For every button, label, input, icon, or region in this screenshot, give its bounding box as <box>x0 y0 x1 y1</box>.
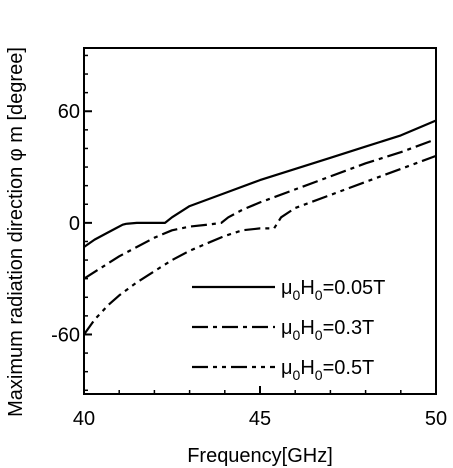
legend-part-sub1: 0 <box>293 327 301 343</box>
legend-part-mu: μ <box>281 357 293 379</box>
legend-part-value: =0.3T <box>323 317 375 339</box>
series-line-2 <box>83 138 437 280</box>
legend-part-h: H <box>300 277 314 299</box>
legend-part-h: H <box>300 317 314 339</box>
legend-part-value: =0.05T <box>323 277 386 299</box>
series-line-3 <box>83 154 437 336</box>
legend-part-sub2: 0 <box>315 327 323 343</box>
y-tick-label: 60 <box>58 101 80 123</box>
legend-part-sub1: 0 <box>293 287 301 303</box>
legend-part-h: H <box>300 357 314 379</box>
legend-part-value: =0.5T <box>323 357 375 379</box>
x-axis-label: Frequency[GHz] <box>187 445 333 467</box>
legend-part-sub2: 0 <box>315 287 323 303</box>
legend-part-mu: μ <box>281 317 293 339</box>
plot-frame <box>83 47 437 395</box>
legend-part-sub2: 0 <box>315 367 323 383</box>
legend-part-mu: μ <box>281 277 293 299</box>
y-tick-label: -60 <box>51 324 80 346</box>
legend-entry-3: μ0H0=0.5T <box>281 357 374 383</box>
legend-part-sub1: 0 <box>293 367 301 383</box>
legend-entry-2: μ0H0=0.3T <box>281 317 374 343</box>
x-tick-label: 40 <box>73 408 95 430</box>
y-axis-label: Maximum radiation direction φ m [degree] <box>5 47 27 417</box>
legend-entry-1: μ0H0=0.05T <box>281 277 385 303</box>
x-tick-label: 45 <box>249 408 271 430</box>
x-tick-label: 50 <box>425 408 447 430</box>
y-tick-label: 0 <box>69 213 80 235</box>
series-line-1 <box>83 119 437 248</box>
